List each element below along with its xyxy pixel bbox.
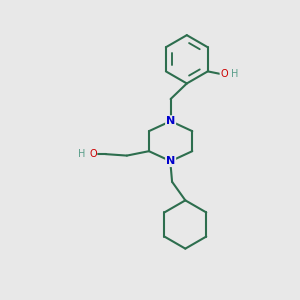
Text: O: O xyxy=(89,149,97,159)
Text: H: H xyxy=(231,69,239,79)
Text: O: O xyxy=(220,69,228,79)
Text: N: N xyxy=(166,116,175,126)
Text: N: N xyxy=(166,156,175,166)
Text: H: H xyxy=(78,149,86,159)
